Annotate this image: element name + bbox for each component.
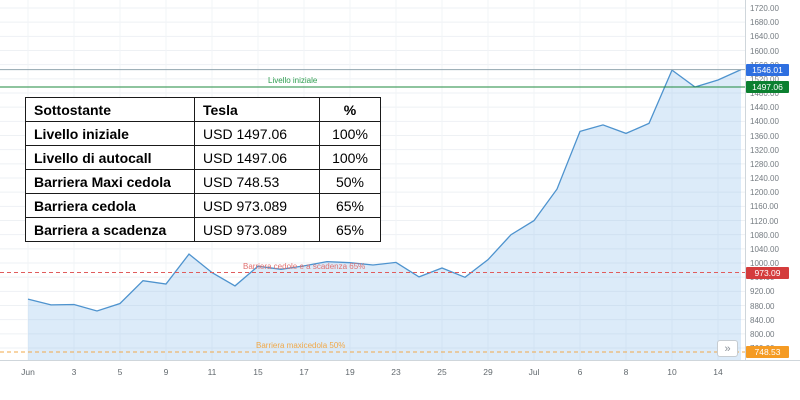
x-tick-label: 19	[345, 367, 355, 377]
x-tick-label: 8	[623, 367, 629, 377]
table-cell: 50%	[319, 169, 381, 194]
y-tick-label: 1320.00	[750, 145, 779, 155]
x-tick-label: 17	[299, 367, 309, 377]
barriera-cedola-badge: 973.09	[746, 266, 789, 279]
table-cell: Livello iniziale	[25, 121, 195, 146]
y-tick-label: 1000.00	[750, 259, 779, 268]
table-cell: USD 1497.06	[194, 145, 320, 170]
table-cell: 100%	[319, 145, 381, 170]
x-tick-label: 25	[437, 367, 447, 377]
y-tick-label: 1400.00	[750, 117, 779, 127]
table-header-row: Sottostante Tesla%	[25, 97, 381, 122]
table-row: Livello iniziale USD 1497.06 100%	[25, 121, 381, 146]
y-tick-label: 1120.00	[750, 216, 779, 226]
table-cell: USD 973.089	[194, 193, 320, 218]
table-header-1: Sottostante	[25, 97, 195, 122]
price-axis[interactable]: 1720.001680.001640.001600.001560.001520.…	[745, 0, 800, 360]
y-tick-label: 1520.00	[750, 74, 779, 84]
levels-table: Sottostante Tesla% Livello iniziale USD 14…	[25, 97, 381, 242]
x-tick-label: 10	[667, 367, 677, 377]
level-label-barriera-maxicedola: Barriera maxicedola 50%	[256, 341, 346, 351]
table-cell: Livello di autocall	[25, 145, 195, 170]
table-cell: 65%	[319, 217, 381, 242]
y-tick-label: 1600.00	[750, 46, 779, 56]
y-tick-label: 1640.00	[750, 32, 779, 42]
table-row: Barriera Maxi cedola USD 748.53 50%	[25, 169, 381, 194]
y-tick-label: 1080.00	[750, 230, 779, 240]
table-row: Barriera a scadenza USD 973.089 65%	[25, 217, 381, 242]
y-tick-label: 1040.00	[750, 244, 779, 254]
y-tick-label: 1160.00	[750, 202, 779, 212]
y-tick-label: 920.00	[750, 287, 775, 297]
y-tick-label: 880.00	[750, 301, 775, 311]
x-tick-label: 15	[253, 367, 263, 377]
y-tick-label: 1360.00	[750, 131, 779, 141]
y-tick-label: 840.00	[750, 315, 775, 325]
table-row: Livello di autocall USD 1497.06 100%	[25, 145, 381, 170]
x-tick-label: 23	[391, 367, 401, 377]
x-tick-label: 29	[483, 367, 493, 377]
table-row: Barriera cedola USD 973.089 65%	[25, 193, 381, 218]
y-tick-label: 1200.00	[750, 188, 779, 198]
scroll-to-latest-button[interactable]: »	[717, 340, 738, 357]
x-tick-label: 5	[117, 367, 123, 377]
table-cell: USD 973.089	[194, 217, 320, 242]
last-price-badge: 1546.01	[746, 63, 789, 76]
x-tick-label: 3	[71, 367, 77, 377]
x-tick-label: 14	[713, 367, 723, 377]
y-tick-label: 1480.00	[750, 89, 779, 98]
level-label-barriera-cedola-scadenza: Barriera cedole e a scadenza 65%	[243, 261, 366, 271]
x-tick-label: 9	[163, 367, 169, 377]
table-cell: Barriera Maxi cedola	[25, 169, 195, 194]
table-cell: 65%	[319, 193, 381, 218]
table-header-3: %	[319, 97, 381, 122]
table-cell: USD 1497.06	[194, 121, 320, 146]
x-tick-label: 11	[207, 367, 217, 377]
y-tick-label: 800.00	[750, 329, 775, 339]
table-cell: USD 748.53	[194, 169, 320, 194]
y-tick-label: 1680.00	[750, 18, 779, 28]
livello-iniziale-badge: 1497.06	[746, 80, 789, 93]
table-cell: Barriera a scadenza	[25, 217, 195, 242]
y-tick-label: 1720.00	[750, 4, 779, 13]
y-tick-label: 1440.00	[750, 103, 779, 113]
x-tick-label: 6	[577, 367, 583, 377]
table-header-2: Tesla	[194, 97, 320, 122]
x-tick-label: Jul	[528, 367, 540, 377]
table-cell: Barriera cedola	[25, 193, 195, 218]
level-label-livello-iniziale: Livello iniziale	[268, 75, 318, 85]
time-axis[interactable]: Jun 3 5 9 11 15 17 19 23 25 29 Jul 6 8 10 14	[0, 360, 800, 400]
y-tick-label: 1240.00	[750, 174, 779, 183]
y-tick-label: 1280.00	[750, 159, 779, 169]
x-tick-label: Jun	[21, 367, 35, 377]
barriera-maxicedola-badge: 748.53	[746, 346, 789, 359]
table-cell: 100%	[319, 121, 381, 146]
